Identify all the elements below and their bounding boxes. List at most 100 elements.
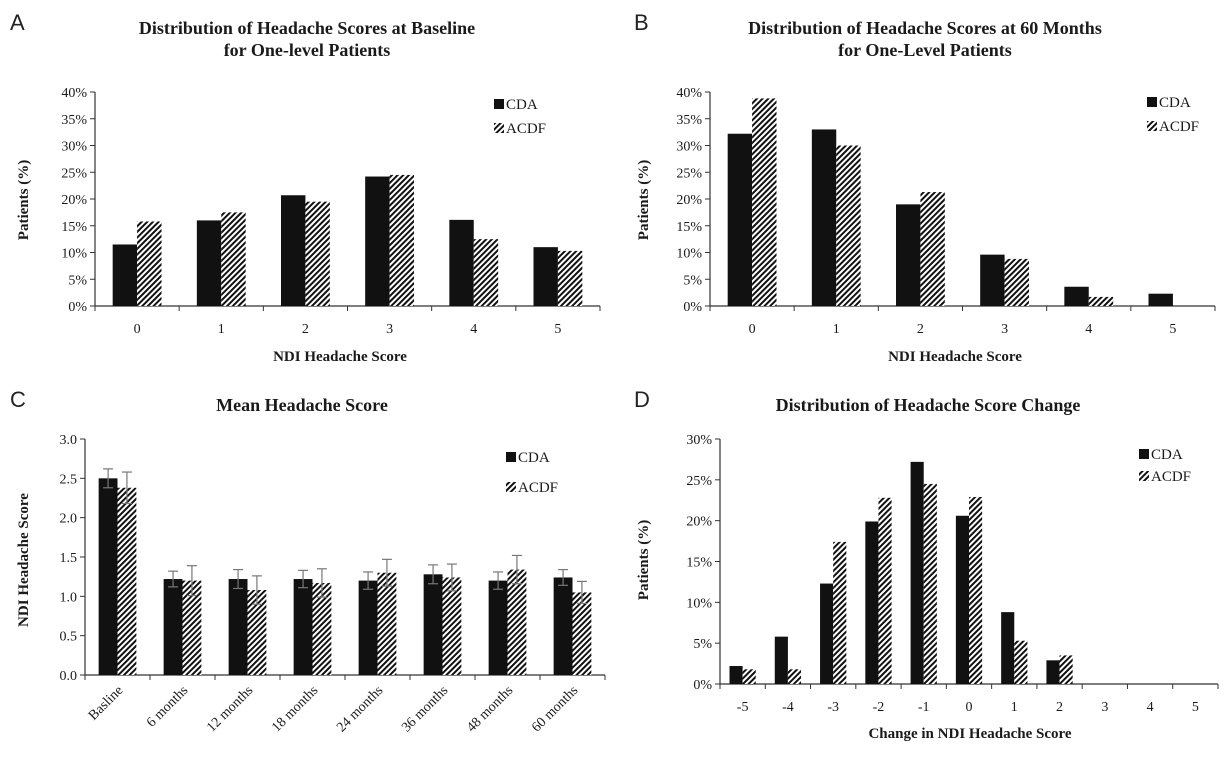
y-tick-label: 30%	[61, 140, 87, 155]
panel-b-title-line1: Distribution of Headache Scores at 60 Mo…	[748, 18, 1102, 38]
bar-acdf	[507, 569, 527, 675]
panel-c-title: Mean Headache Score	[216, 395, 388, 415]
x-tick-label: 2	[1056, 700, 1063, 715]
bar-cda	[774, 636, 788, 684]
x-tick-label: 1	[1011, 700, 1018, 715]
panel-a-ylabel: Patients (%)	[16, 160, 32, 240]
x-tick-label: 1	[218, 322, 225, 337]
legend-cda-swatch	[1139, 449, 1149, 459]
bar-cda	[488, 580, 508, 675]
bar-cda	[820, 583, 834, 684]
y-tick-label: 0%	[693, 678, 712, 693]
bar-acdf	[442, 577, 462, 675]
y-tick-label: 0.5	[60, 630, 78, 645]
bar-acdf	[557, 250, 583, 306]
bar-cda	[196, 220, 222, 306]
bar-cda	[358, 580, 378, 675]
bar-cda	[553, 577, 573, 675]
panel-a-xlabel: NDI Headache Score	[273, 349, 407, 365]
x-tick-label: 4	[1147, 700, 1154, 715]
bar-acdf	[742, 669, 756, 684]
y-tick-label: 5%	[683, 273, 702, 288]
bar-acdf	[923, 483, 937, 684]
legend-acdf-label: ACDF	[1151, 469, 1191, 485]
x-tick-label: 5	[1192, 700, 1199, 715]
x-tick-label: -4	[782, 700, 794, 715]
legend-acdf-label: ACDF	[518, 480, 558, 496]
y-tick-label: 25%	[686, 474, 712, 489]
panel-d-ylabel: Patients (%)	[636, 520, 652, 600]
x-tick-label: 5	[554, 322, 561, 337]
panel-b-legend: CDA ACDF	[1147, 95, 1199, 135]
panel-a-title-line1: Distribution of Headache Scores at Basel…	[139, 18, 475, 38]
bar-cda	[98, 478, 118, 675]
bar-cda	[449, 219, 474, 306]
y-tick-label: 15%	[61, 220, 87, 235]
bar-acdf	[137, 221, 162, 306]
y-tick-label: 30%	[676, 140, 702, 155]
x-tick-label: 0	[749, 322, 756, 337]
bar-acdf	[1088, 296, 1114, 306]
bar-acdf	[1014, 640, 1028, 684]
panel-d-xlabel: Change in NDI Headache Score	[868, 726, 1071, 742]
y-tick-label: 5%	[68, 273, 87, 288]
x-tick-label: 4	[1085, 322, 1092, 337]
x-tick-label: 18 months	[269, 683, 321, 735]
y-tick-label: 30%	[686, 433, 712, 448]
y-tick-label: 0%	[683, 300, 702, 315]
legend-cda-swatch	[494, 99, 504, 109]
panel-letter-a: A	[10, 10, 25, 35]
x-tick-label: 2	[917, 322, 924, 337]
bar-acdf	[920, 192, 945, 306]
panel-b-xlabel: NDI Headache Score	[888, 349, 1022, 365]
bar-acdf	[182, 580, 202, 675]
y-tick-label: 10%	[686, 596, 712, 611]
y-tick-label: 40%	[676, 86, 702, 101]
bar-cda	[729, 666, 743, 684]
legend-acdf-swatch	[1147, 121, 1157, 131]
y-tick-label: 10%	[61, 247, 87, 262]
y-tick-label: 2.5	[60, 472, 78, 487]
bar-acdf	[1059, 655, 1073, 684]
x-tick-label: 6 months	[144, 683, 191, 730]
panel-c-ylabel: NDI Headache Score	[16, 493, 32, 627]
y-tick-label: 35%	[676, 113, 702, 128]
y-tick-label: 35%	[61, 113, 87, 128]
bar-cda	[955, 515, 969, 684]
y-tick-label: 5%	[693, 637, 712, 652]
legend-acdf-label: ACDF	[1159, 119, 1199, 135]
panel-d-legend: CDA ACDF	[1139, 447, 1191, 485]
bar-acdf	[473, 239, 499, 306]
x-tick-label: 4	[470, 322, 477, 337]
x-tick-label: 0	[134, 322, 141, 337]
bar-acdf	[969, 496, 983, 684]
bar-acdf	[221, 212, 246, 306]
bar-cda	[896, 204, 921, 306]
legend-cda-swatch	[1147, 97, 1157, 107]
panel-b-ylabel: Patients (%)	[636, 160, 652, 240]
x-tick-label: 3	[1001, 322, 1008, 337]
legend-cda-label: CDA	[518, 450, 550, 466]
bar-acdf	[878, 497, 892, 684]
panel-letter-c: C	[10, 387, 26, 412]
y-tick-label: 15%	[686, 556, 712, 571]
legend-acdf-swatch	[494, 123, 504, 133]
y-tick-label: 25%	[61, 166, 87, 181]
bar-acdf	[833, 541, 847, 684]
x-tick-label: -5	[737, 700, 749, 715]
x-tick-label: Basline	[86, 683, 126, 723]
x-tick-label: 12 months	[204, 683, 256, 735]
bar-acdf	[377, 572, 397, 675]
y-tick-label: 1.0	[60, 590, 78, 605]
panel-letter-d: D	[634, 387, 650, 412]
bar-acdf	[117, 487, 137, 675]
bar-acdf	[389, 174, 414, 306]
bar-acdf	[312, 582, 332, 675]
bar-cda	[423, 574, 443, 675]
bar-acdf	[247, 590, 267, 675]
x-tick-label: 0	[966, 700, 973, 715]
bar-acdf	[787, 669, 802, 684]
y-tick-label: 2.0	[60, 512, 78, 527]
x-tick-label: 3	[1101, 700, 1108, 715]
